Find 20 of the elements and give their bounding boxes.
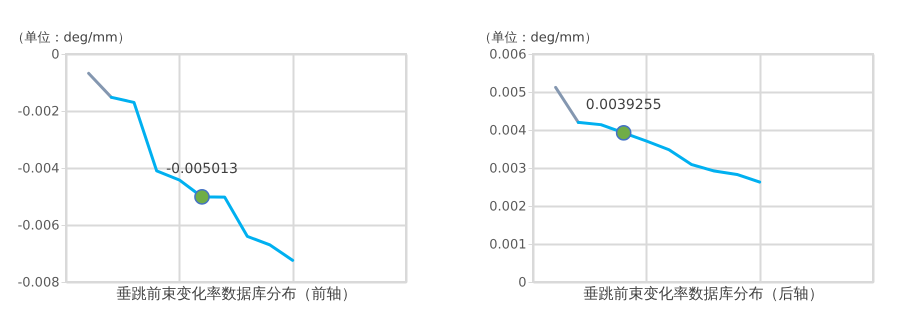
y-tick-label: 0 [518,276,526,290]
y-tick-label: 0.004 [489,124,526,138]
y-tick-label: -0.006 [18,218,60,234]
y-tick-label: 0.006 [489,48,526,62]
y-axis-title: （单位：deg/mm） [478,30,598,46]
x-axis-title: 垂跳前束变化率数据库分布（后轴） [584,284,824,302]
line-series [110,96,294,262]
y-tick-label: -0.002 [18,104,60,120]
x-axis-title: 垂跳前束变化率数据库分布（前轴） [116,284,356,302]
data-label: -0.005013 [166,160,238,177]
data-label: 0.0039255 [586,96,662,113]
y-axis-title: （单位：deg/mm） [12,30,131,46]
y-tick-label: -0.008 [18,276,60,290]
y-tick-label: 0 [51,48,60,62]
line-series [576,120,762,184]
y-tick-label: 0.002 [489,200,526,214]
y-tick-label: 0.005 [489,86,526,100]
y-tick-label: 0.001 [489,238,526,252]
y-tick-label: 0.003 [489,162,526,176]
y-tick-label: -0.004 [18,162,60,176]
